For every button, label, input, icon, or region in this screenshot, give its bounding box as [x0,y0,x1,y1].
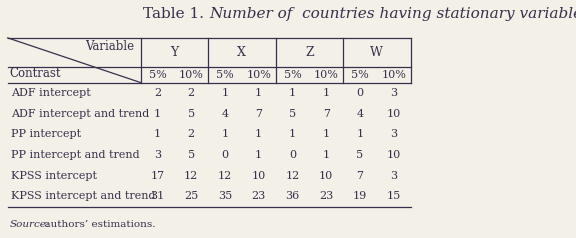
Text: Source:  authors’ estimations.: Source: authors’ estimations. [10,220,168,229]
Text: 1: 1 [357,129,363,139]
Text: 10: 10 [386,150,401,160]
Text: 5%: 5% [216,70,234,80]
Text: 5%: 5% [283,70,301,80]
Text: 1: 1 [323,150,329,160]
Text: 7: 7 [323,109,329,119]
Text: 7: 7 [255,109,262,119]
Text: 0: 0 [221,150,229,160]
Text: 1: 1 [154,109,161,119]
Text: 12: 12 [285,171,300,181]
Text: 1: 1 [154,129,161,139]
Text: 3: 3 [390,129,397,139]
Text: 1: 1 [323,88,329,98]
Text: 1: 1 [323,129,329,139]
Text: 12: 12 [184,171,198,181]
Text: 10%: 10% [314,70,339,80]
Text: 3: 3 [390,171,397,181]
Text: authors’ estimations.: authors’ estimations. [38,220,156,229]
Text: 2: 2 [188,129,195,139]
Text: 1: 1 [221,88,229,98]
Text: 17: 17 [150,171,165,181]
Text: 23: 23 [319,191,334,201]
Text: Variable: Variable [85,40,134,53]
Text: 5%: 5% [351,70,369,80]
Text: 4: 4 [221,109,229,119]
Text: 19: 19 [353,191,367,201]
Text: 1: 1 [255,88,262,98]
Text: 35: 35 [218,191,232,201]
Text: 1: 1 [255,150,262,160]
Text: X: X [237,46,247,59]
Text: PP intercept and trend: PP intercept and trend [11,150,139,160]
Text: Z: Z [305,46,314,59]
Text: KPSS intercept and trend: KPSS intercept and trend [11,191,156,201]
Text: 3: 3 [390,88,397,98]
Text: 15: 15 [386,191,401,201]
Text: 1: 1 [289,88,296,98]
Text: 2: 2 [154,88,161,98]
Text: ADF intercept and trend: ADF intercept and trend [11,109,149,119]
Text: ADF intercept: ADF intercept [11,88,90,98]
Text: KPSS intercept: KPSS intercept [11,171,97,181]
Text: 1: 1 [289,129,296,139]
Text: PP intercept: PP intercept [11,129,81,139]
Text: 1: 1 [221,129,229,139]
Text: 10: 10 [386,109,401,119]
Text: 10%: 10% [247,70,271,80]
Text: 7: 7 [357,171,363,181]
Text: 31: 31 [150,191,165,201]
Text: 10: 10 [319,171,334,181]
Text: W: W [370,46,383,59]
Text: Y: Y [170,46,179,59]
Text: 36: 36 [285,191,300,201]
Text: 5%: 5% [149,70,166,80]
Text: 0: 0 [289,150,296,160]
Text: 10%: 10% [381,70,406,80]
Text: 25: 25 [184,191,198,201]
Text: 10%: 10% [179,70,204,80]
Text: 4: 4 [357,109,363,119]
Text: Contrast: Contrast [10,67,61,80]
Text: 3: 3 [154,150,161,160]
Text: 23: 23 [252,191,266,201]
Text: 10: 10 [252,171,266,181]
Text: Source:: Source: [10,220,50,229]
Text: 1: 1 [255,129,262,139]
Text: 5: 5 [188,150,195,160]
Text: 5: 5 [357,150,363,160]
Text: 0: 0 [357,88,363,98]
Text: 5: 5 [188,109,195,119]
Text: Table 1.: Table 1. [143,7,209,21]
Text: 2: 2 [188,88,195,98]
Text: 5: 5 [289,109,296,119]
Text: Number of  countries having stationary variables: Number of countries having stationary va… [209,7,576,21]
Text: 12: 12 [218,171,232,181]
